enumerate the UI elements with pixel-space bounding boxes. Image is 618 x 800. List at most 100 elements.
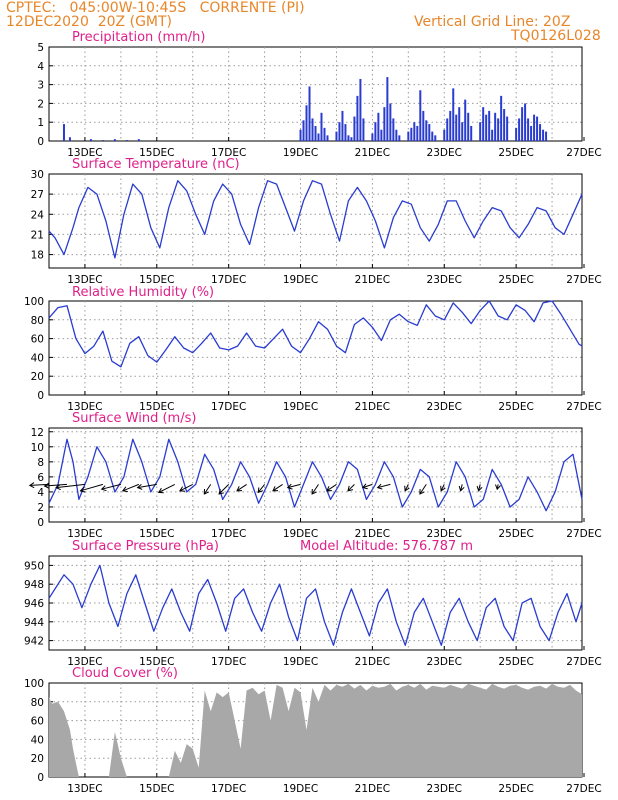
humidity-ytick-label: 60 xyxy=(31,334,44,346)
wind-vector-head xyxy=(376,483,383,490)
cloud-ytick-label: 40 xyxy=(31,734,44,746)
precipitation-bar xyxy=(536,116,539,141)
precipitation-bar xyxy=(533,114,536,141)
temperature-xtick-label: 23DEC xyxy=(427,274,462,286)
humidity-xtick-label: 25DEC xyxy=(498,401,533,413)
precipitation-bar xyxy=(449,110,452,141)
wind-vector-head xyxy=(218,488,225,495)
wind-vector-head xyxy=(43,482,50,489)
wind-vector-head xyxy=(495,484,501,491)
precipitation-bar xyxy=(542,129,545,141)
precipitation-bar xyxy=(407,131,410,141)
humidity-ytick-label: 20 xyxy=(31,371,44,383)
humidity-ytick-label: 0 xyxy=(37,390,44,402)
precipitation-bar xyxy=(518,118,521,141)
precipitation-bar xyxy=(356,95,359,141)
precipitation-bar xyxy=(314,125,317,141)
precipitation-ytick-label: 0 xyxy=(37,136,44,148)
header-run-id: TQ0126L028 xyxy=(511,28,601,44)
precipitation-bar xyxy=(458,107,461,141)
precipitation-bar xyxy=(545,131,548,141)
wind-vector xyxy=(101,483,121,490)
precipitation-xtick-label: 21DEC xyxy=(355,147,390,159)
wind-xtick-label: 15DEC xyxy=(139,528,174,540)
wind-vector xyxy=(287,483,301,489)
cloud-ytick-label: 80 xyxy=(31,697,44,709)
wind-vector xyxy=(56,483,85,489)
wind-vector-head xyxy=(311,488,317,495)
precipitation-bar xyxy=(398,135,401,141)
precipitation-bar xyxy=(320,112,323,141)
precipitation-bar xyxy=(434,135,437,141)
cloud-ytick-label: 0 xyxy=(37,772,44,784)
precipitation-bar xyxy=(503,109,506,141)
pressure-xtick-label: 13DEC xyxy=(67,656,102,668)
wind-frame xyxy=(48,427,583,523)
humidity-ytick-label: 40 xyxy=(31,352,44,364)
precipitation-bar xyxy=(359,78,362,141)
precipitation-bar xyxy=(89,139,92,141)
precipitation-bar xyxy=(500,95,503,141)
precipitation-bar xyxy=(347,135,350,141)
precipitation-xtick-label: 25DEC xyxy=(498,147,533,159)
precipitation-bar xyxy=(467,112,470,141)
wind-vector-head xyxy=(286,483,293,490)
pressure-ytick-label: 946 xyxy=(24,598,44,610)
wind-vector-head xyxy=(326,486,332,492)
wind-xtick-label: 25DEC xyxy=(498,528,533,540)
temperature-xtick-label: 17DEC xyxy=(211,274,246,286)
precipitation-bar xyxy=(62,124,65,141)
cloud-xtick-label: 13DEC xyxy=(67,783,102,795)
pressure-xtick-label: 21DEC xyxy=(355,656,390,668)
wind-vector-head xyxy=(28,482,35,489)
wind-xtick-label: 21DEC xyxy=(355,528,390,540)
precipitation-bar xyxy=(470,125,473,141)
cloud-xtick-label: 23DEC xyxy=(427,783,462,795)
precipitation-xtick-label: 19DEC xyxy=(283,147,318,159)
precipitation-bar xyxy=(521,107,524,141)
precipitation-bar xyxy=(317,133,320,141)
cloud-ytick-label: 60 xyxy=(31,716,44,728)
wind-vector-head xyxy=(121,486,128,493)
precipitation-ytick-label: 5 xyxy=(37,42,44,54)
wind-vector-head xyxy=(236,486,243,492)
precipitation-bar xyxy=(338,122,341,141)
wind-vector-head xyxy=(136,484,143,490)
wind-ytick-label: 0 xyxy=(37,517,44,529)
wind-vector-head xyxy=(347,485,354,492)
precipitation-title: Precipitation (mm/h) xyxy=(72,30,205,45)
precipitation-bar xyxy=(413,122,416,141)
temperature-ytick-label: 30 xyxy=(31,169,44,181)
wind-xtick-label: 23DEC xyxy=(427,528,462,540)
wind-xtick-label: 17DEC xyxy=(211,528,246,540)
precipitation-bar xyxy=(68,137,71,141)
wind-vector xyxy=(44,483,68,487)
pressure-xtick-label: 19DEC xyxy=(283,656,318,668)
wind-vector xyxy=(440,484,445,492)
precipitation-xtick-label: 13DEC xyxy=(67,147,102,159)
wind-vector-head xyxy=(79,486,86,493)
wind-vector-head xyxy=(100,485,107,492)
humidity-xtick-label: 19DEC xyxy=(283,401,318,413)
precipitation-bar xyxy=(494,112,497,141)
wind-vector-head xyxy=(55,484,61,491)
precipitation-bar xyxy=(524,103,527,141)
wind-vector-head xyxy=(203,488,210,495)
wind-vector-head xyxy=(476,485,483,492)
precipitation-bar xyxy=(410,127,413,141)
precipitation-bar xyxy=(101,140,104,141)
precipitation-bar xyxy=(323,127,326,141)
cloud-xtick-label: 15DEC xyxy=(139,783,174,795)
wind-vector-head xyxy=(440,485,446,492)
precipitation-bar xyxy=(539,124,542,141)
precipitation-bar xyxy=(428,124,431,141)
precipitation-bar xyxy=(419,90,422,141)
precipitation-bar xyxy=(380,129,383,141)
pressure-title: Surface Pressure (hPa) xyxy=(72,539,219,554)
precipitation-bar xyxy=(371,133,374,141)
wind-vector xyxy=(179,483,193,492)
humidity-xtick-label: 23DEC xyxy=(427,401,462,413)
humidity-title: Relative Humidity (%) xyxy=(72,285,214,300)
humidity-xtick-label: 15DEC xyxy=(139,401,174,413)
